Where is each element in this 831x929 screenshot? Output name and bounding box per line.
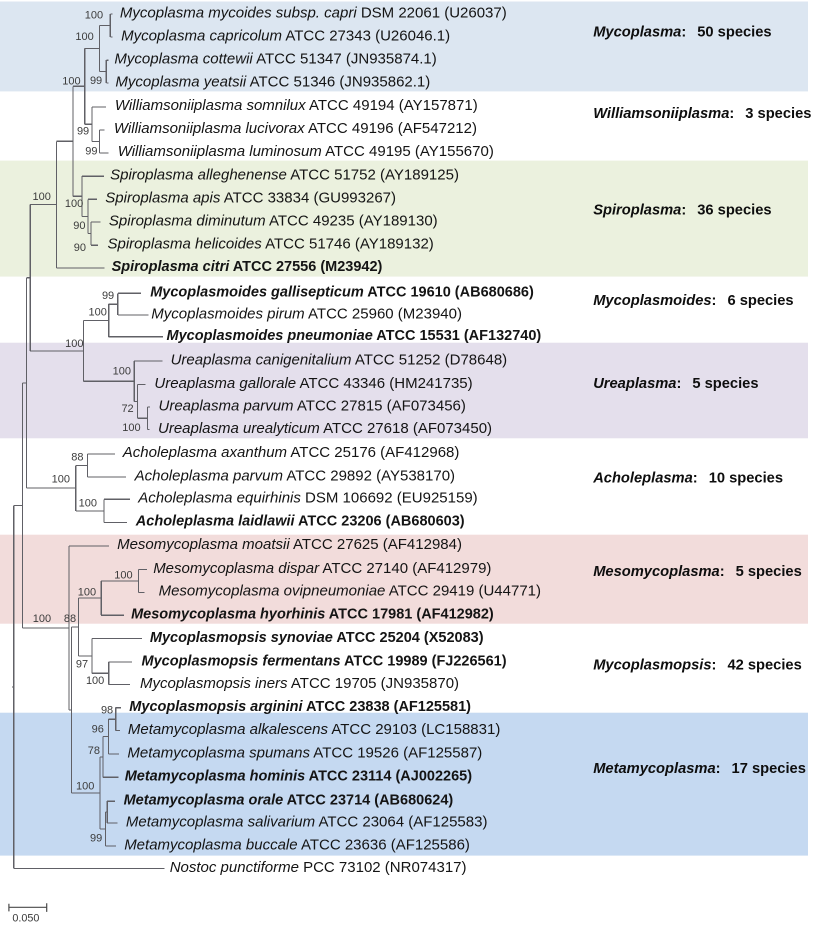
svg-text:Ureaplasma urealyticum ATCC 27: Ureaplasma urealyticum ATCC 27618 (AF073… — [158, 420, 492, 437]
svg-text:100: 100 — [62, 76, 80, 88]
svg-text:100: 100 — [86, 675, 104, 687]
svg-text:Williamsoniiplasma somnilux AT: Williamsoniiplasma somnilux ATCC 49194 (… — [115, 97, 478, 114]
svg-text:Mycoplasma:50 species: Mycoplasma: 50 species — [593, 25, 771, 41]
svg-text:Spiroplasma diminutum ATCC 492: Spiroplasma diminutum ATCC 49235 (AY1891… — [109, 212, 438, 229]
svg-text:100: 100 — [113, 366, 131, 378]
svg-text:Mycoplasmoides:6 species: Mycoplasmoides: 6 species — [593, 293, 793, 309]
svg-text:100: 100 — [89, 307, 107, 319]
svg-text:Spiroplasma citri ATCC 27556 (: Spiroplasma citri ATCC 27556 (M23942) — [112, 259, 383, 275]
svg-text:Spiroplasma:36 species: Spiroplasma: 36 species — [593, 202, 771, 218]
svg-text:Metamycoplasma hominis ATCC 23: Metamycoplasma hominis ATCC 23114 (AJ002… — [125, 769, 473, 785]
svg-text:Mycoplasma yeatsii ATCC 51346: Mycoplasma yeatsii ATCC 51346 (JN935862.… — [115, 73, 430, 90]
svg-text:Metamycoplasma orale ATCC 2371: Metamycoplasma orale ATCC 23714 (AB68062… — [124, 793, 454, 809]
svg-text:Metamycoplasma spumans ATCC 19: Metamycoplasma spumans ATCC 19526 (AF125… — [127, 744, 482, 761]
svg-text:Mycoplasmoides gallisepticum A: Mycoplasmoides gallisepticum ATCC 19610 … — [150, 285, 534, 301]
svg-text:100: 100 — [78, 587, 96, 599]
svg-text:Acholeplasma axanthum ATCC 251: Acholeplasma axanthum ATCC 25176 (AF4129… — [122, 444, 460, 461]
svg-text:99: 99 — [77, 126, 89, 138]
svg-text:Mycoplasmopsis synoviae ATCC 2: Mycoplasmopsis synoviae ATCC 25204 (X520… — [150, 630, 484, 646]
svg-text:99: 99 — [90, 75, 102, 87]
svg-text:88: 88 — [71, 451, 83, 463]
svg-text:96: 96 — [92, 723, 104, 735]
svg-text:Williamsoniiplasma:3 species: Williamsoniiplasma: 3 species — [593, 106, 811, 122]
svg-text:Ureaplasma gallorale ATCC 4334: Ureaplasma gallorale ATCC 43346 (HM24173… — [154, 375, 472, 392]
svg-text:99: 99 — [90, 833, 102, 845]
svg-text:Metamycoplasma alkalescens ATC: Metamycoplasma alkalescens ATCC 29103 (L… — [128, 721, 500, 738]
svg-text:Spiroplasma alleghenense ATCC: Spiroplasma alleghenense ATCC 51752 (AY1… — [110, 167, 459, 184]
svg-text:Williamsoniiplasma luminosum A: Williamsoniiplasma luminosum ATCC 49195 … — [118, 143, 494, 160]
svg-text:100: 100 — [33, 613, 51, 625]
svg-text:100: 100 — [122, 422, 140, 434]
svg-text:Ureaplasma canigenitalium ATCC: Ureaplasma canigenitalium ATCC 51252 (D7… — [171, 351, 508, 368]
svg-text:98: 98 — [101, 704, 113, 716]
svg-text:Mycoplasma capricolum ATCC 273: Mycoplasma capricolum ATCC 27343 (U26046… — [121, 27, 450, 44]
svg-text:Acholeplasma:10 species: Acholeplasma: 10 species — [592, 471, 783, 487]
svg-text:100: 100 — [65, 338, 83, 350]
svg-text:99: 99 — [85, 146, 97, 158]
svg-text:90: 90 — [74, 242, 86, 254]
svg-text:78: 78 — [88, 745, 100, 757]
svg-text:72: 72 — [121, 403, 133, 415]
svg-text:Metamycoplasma buccale ATCC 23: Metamycoplasma buccale ATCC 23636 (AF125… — [124, 836, 470, 853]
svg-text:Williamsoniiplasma lucivorax A: Williamsoniiplasma lucivorax ATCC 49196 … — [114, 120, 477, 137]
svg-text:Mycoplasmopsis:42 species: Mycoplasmopsis: 42 species — [593, 658, 802, 674]
svg-text:100: 100 — [79, 498, 97, 510]
svg-text:Ureaplasma parvum ATCC 27815 (: Ureaplasma parvum ATCC 27815 (AF073456) — [159, 397, 466, 414]
svg-text:Mycoplasmopsis iners ATCC 1970: Mycoplasmopsis iners ATCC 19705 (JN93587… — [140, 675, 459, 692]
svg-text:Metamycoplasma:17 species: Metamycoplasma: 17 species — [593, 761, 806, 777]
svg-text:100: 100 — [33, 191, 51, 203]
svg-text:99: 99 — [102, 290, 114, 302]
svg-text:88: 88 — [64, 613, 76, 625]
svg-text:Acholeplasma equirhinis DSM 10: Acholeplasma equirhinis DSM 106692 (EU92… — [137, 490, 477, 507]
svg-text:100: 100 — [75, 31, 93, 43]
svg-text:100: 100 — [52, 474, 70, 486]
svg-text:Mesomycoplasma:5 species: Mesomycoplasma: 5 species — [593, 564, 802, 580]
svg-text:100: 100 — [114, 570, 132, 582]
svg-text:Mycoplasmopsis arginini ATCC 2: Mycoplasmopsis arginini ATCC 23838 (AF12… — [129, 699, 471, 715]
svg-text:Mycoplasma cottewii ATCC 51347: Mycoplasma cottewii ATCC 51347 (JN935874… — [114, 51, 436, 68]
svg-text:0.050: 0.050 — [12, 912, 39, 924]
svg-text:100: 100 — [85, 9, 103, 21]
svg-text:Mesomycoplasma dispar ATCC 271: Mesomycoplasma dispar ATCC 27140 (AF4129… — [153, 560, 491, 577]
svg-text:97: 97 — [76, 658, 88, 670]
svg-text:Mycoplasma mycoides subsp. cap: Mycoplasma mycoides subsp. capri DSM 220… — [120, 4, 507, 21]
svg-text:Ureaplasma:5 species: Ureaplasma: 5 species — [593, 376, 758, 392]
svg-text:Metamycoplasma salivarium ATCC: Metamycoplasma salivarium ATCC 23064 (AF… — [126, 813, 488, 830]
svg-text:Mesomycoplasma ovipneumoniae A: Mesomycoplasma ovipneumoniae ATCC 29419 … — [159, 583, 541, 600]
svg-text:Acholeplasma parvum ATCC 29892: Acholeplasma parvum ATCC 29892 (AY538170… — [134, 467, 455, 484]
svg-text:Mycoplasmoides pneumoniae ATCC: Mycoplasmoides pneumoniae ATCC 15531 (AF… — [167, 328, 542, 344]
svg-text:100: 100 — [65, 198, 83, 210]
svg-text:Nostoc punctiforme PCC 73102 (: Nostoc punctiforme PCC 73102 (NR074317) — [170, 859, 467, 876]
svg-text:Mesomycoplasma hyorhinis ATCC: Mesomycoplasma hyorhinis ATCC 17981 (AF4… — [131, 607, 494, 623]
svg-text:Mycoplasmoides pirum ATCC 2596: Mycoplasmoides pirum ATCC 25960 (M23940) — [151, 305, 462, 322]
svg-text:100: 100 — [76, 781, 94, 793]
svg-text:Acholeplasma laidlawii ATCC 23: Acholeplasma laidlawii ATCC 23206 (AB680… — [135, 514, 465, 530]
svg-text:Spiroplasma apis ATCC 33834 (G: Spiroplasma apis ATCC 33834 (GU993267) — [105, 190, 396, 207]
svg-text:Spiroplasma helicoides ATCC 51: Spiroplasma helicoides ATCC 51746 (AY189… — [108, 236, 434, 253]
svg-text:Mycoplasmopsis fermentans ATCC: Mycoplasmopsis fermentans ATCC 19989 (FJ… — [142, 653, 507, 669]
svg-text:90: 90 — [73, 220, 85, 232]
svg-text:Mesomycoplasma moatsii ATCC 27: Mesomycoplasma moatsii ATCC 27625 (AF412… — [117, 536, 462, 553]
